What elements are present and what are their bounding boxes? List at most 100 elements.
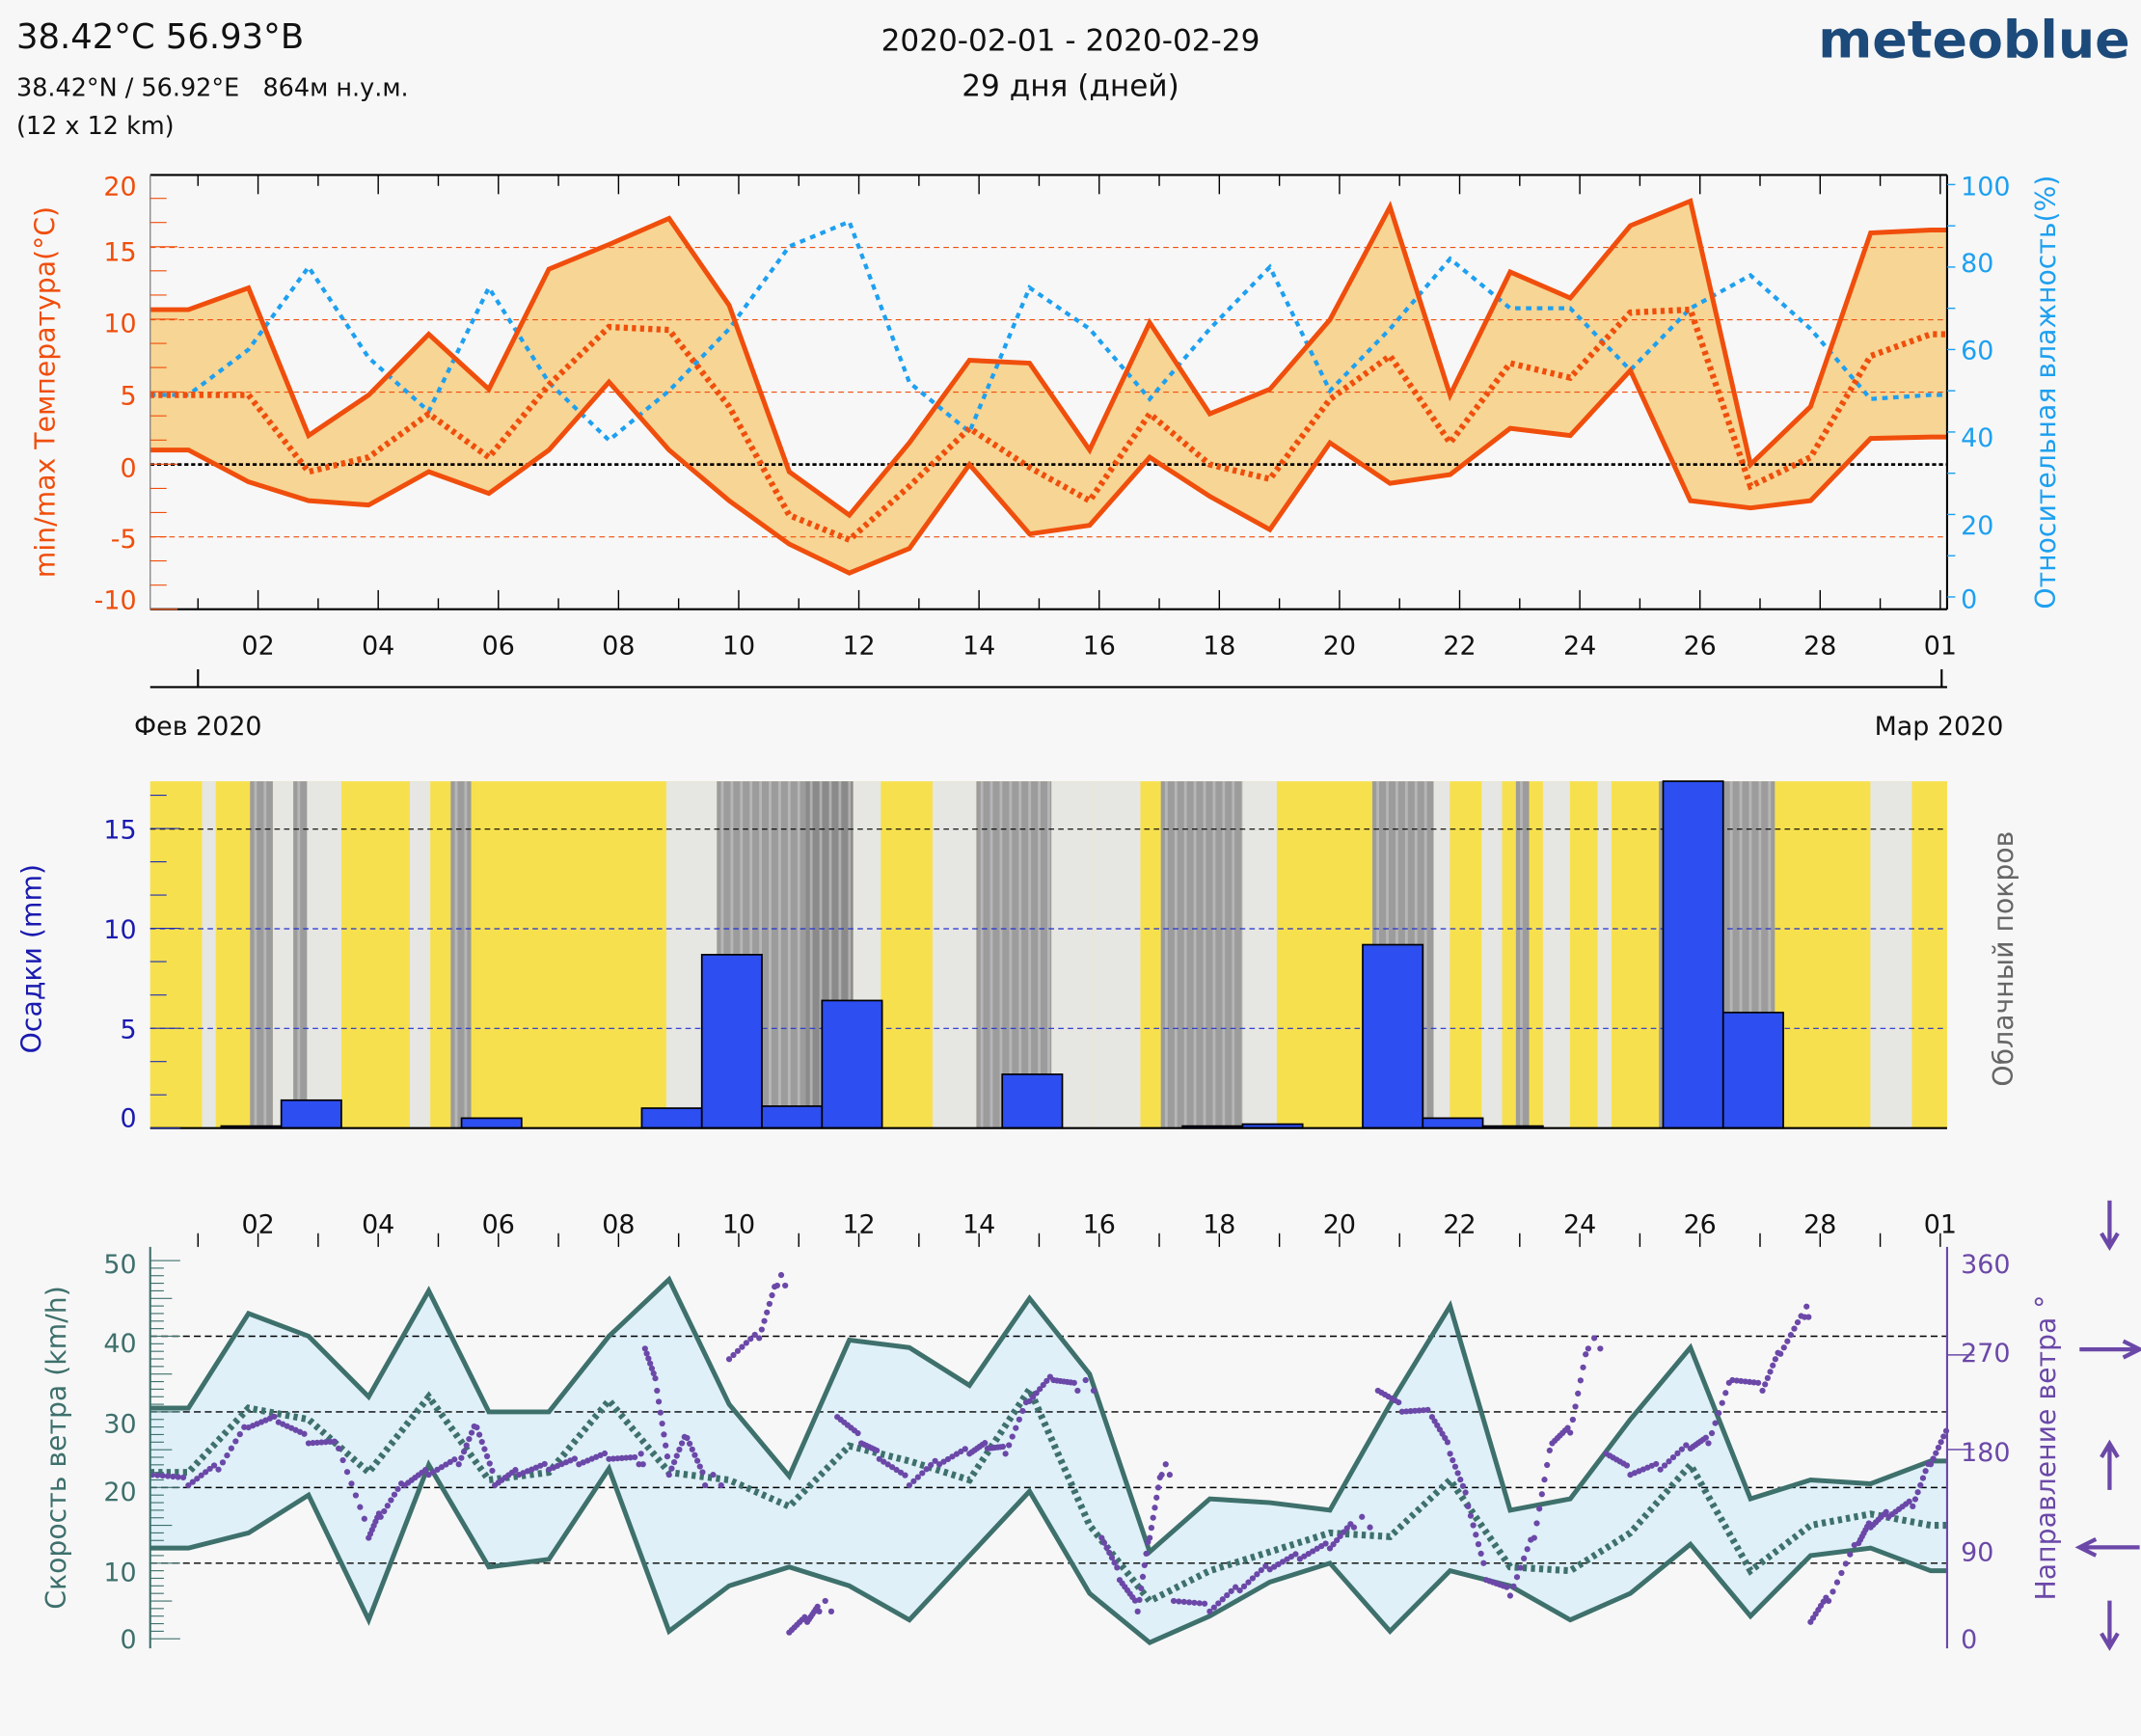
max-wind-line bbox=[149, 1275, 1947, 1557]
direction-point bbox=[1772, 1356, 1778, 1363]
cloud-stripe bbox=[1729, 781, 1733, 1128]
direction-point bbox=[1475, 1540, 1482, 1548]
north-wind-arrow-icon bbox=[2100, 1600, 2120, 1651]
direction-point bbox=[1842, 1560, 1849, 1567]
direction-point bbox=[1201, 1600, 1208, 1607]
cloud-cover-segment bbox=[1242, 781, 1277, 1128]
direction-point bbox=[1196, 1600, 1203, 1607]
direction-point bbox=[1722, 1390, 1729, 1397]
direction-point bbox=[1666, 1458, 1672, 1465]
direction-point bbox=[1100, 1539, 1108, 1546]
direction-point bbox=[1416, 1407, 1423, 1414]
x-tick-label: 02 bbox=[241, 1210, 274, 1240]
direction-point bbox=[1465, 1503, 1472, 1509]
direction-point bbox=[643, 1350, 650, 1357]
direction-point bbox=[1833, 1579, 1841, 1586]
direction-point bbox=[1166, 1472, 1173, 1478]
direction-point bbox=[322, 1439, 329, 1446]
direction-point bbox=[654, 1387, 661, 1395]
cloud-cover-segment bbox=[1542, 781, 1570, 1128]
direction-point bbox=[814, 1603, 821, 1611]
direction-point bbox=[1141, 1561, 1148, 1569]
direction-point bbox=[637, 1451, 644, 1457]
direction-point bbox=[463, 1442, 470, 1449]
direction-point bbox=[1669, 1453, 1677, 1461]
direction-point bbox=[1114, 1564, 1121, 1571]
south-wind-arrow-icon bbox=[2100, 1439, 2120, 1490]
cloud-cover-segment bbox=[1597, 781, 1612, 1128]
direction-point bbox=[1143, 1550, 1150, 1558]
direction-point bbox=[1847, 1551, 1854, 1558]
cloud-cover-segment bbox=[1481, 781, 1503, 1128]
cloud-stripe bbox=[1038, 781, 1041, 1128]
direction-point bbox=[1470, 1522, 1477, 1529]
direction-point bbox=[154, 1472, 161, 1478]
y2-axis-title: Облачный покров bbox=[1988, 831, 2019, 1087]
direction-point bbox=[1292, 1551, 1299, 1558]
x-tick-label: 18 bbox=[1203, 631, 1235, 661]
direction-point bbox=[1657, 1466, 1664, 1473]
direction-point bbox=[224, 1451, 230, 1459]
direction-point bbox=[1398, 1408, 1405, 1415]
direction-point bbox=[1108, 1555, 1116, 1561]
direction-point bbox=[1910, 1503, 1916, 1509]
direction-point bbox=[827, 1608, 835, 1614]
direction-point bbox=[1803, 1303, 1810, 1310]
direction-point bbox=[822, 1597, 828, 1605]
y-tick-label: 20 bbox=[103, 173, 136, 203]
x-tick-label: 04 bbox=[362, 631, 394, 661]
direction-point bbox=[460, 1449, 468, 1455]
direction-point bbox=[1134, 1608, 1141, 1614]
direction-point bbox=[377, 1513, 384, 1520]
direction-point bbox=[175, 1474, 181, 1480]
direction-point bbox=[647, 1360, 654, 1367]
direction-point bbox=[1343, 1525, 1350, 1532]
direction-point bbox=[601, 1450, 609, 1457]
precip-bar bbox=[1662, 780, 1724, 1129]
direction-point bbox=[1330, 1541, 1337, 1548]
cloud-stripe bbox=[1232, 781, 1235, 1128]
direction-point bbox=[301, 1430, 308, 1437]
direction-point bbox=[756, 1335, 763, 1342]
direction-point bbox=[1930, 1455, 1937, 1462]
direction-point bbox=[1019, 1407, 1026, 1415]
precip-bar bbox=[761, 1105, 824, 1129]
direction-point bbox=[1334, 1536, 1341, 1544]
direction-point bbox=[1185, 1599, 1193, 1606]
cloud-cover-segment bbox=[1051, 781, 1093, 1128]
direction-point bbox=[1162, 1461, 1169, 1468]
cloud-stripe bbox=[1183, 781, 1187, 1128]
direction-point bbox=[210, 1462, 218, 1469]
direction-point bbox=[725, 1356, 733, 1363]
direction-point bbox=[1674, 1450, 1681, 1457]
direction-point bbox=[689, 1446, 695, 1452]
direction-point bbox=[1829, 1588, 1836, 1595]
direction-point bbox=[1683, 1442, 1690, 1449]
direction-point bbox=[189, 1478, 196, 1485]
direction-point bbox=[1917, 1481, 1924, 1489]
direction-point bbox=[1322, 1540, 1329, 1547]
y2-tick-label: 40 bbox=[1961, 423, 1993, 453]
direction-point bbox=[1224, 1591, 1231, 1599]
direction-point bbox=[610, 1455, 617, 1462]
direction-point bbox=[1451, 1463, 1459, 1470]
y-tick-label: 5 bbox=[120, 1015, 136, 1044]
direction-point bbox=[1521, 1555, 1528, 1562]
direction-point bbox=[228, 1445, 234, 1451]
direction-point bbox=[1940, 1433, 1947, 1440]
direction-point bbox=[1459, 1482, 1467, 1489]
direction-point bbox=[352, 1492, 360, 1499]
cloud-cover-segment bbox=[1433, 781, 1450, 1128]
direction-point bbox=[203, 1469, 209, 1476]
direction-point bbox=[1148, 1525, 1155, 1532]
direction-point bbox=[1784, 1338, 1791, 1344]
direction-point bbox=[1911, 1496, 1919, 1503]
direction-point bbox=[884, 1461, 891, 1468]
y-tick-label: 15 bbox=[103, 238, 136, 268]
meteoblue-logo[interactable]: meteoblue bbox=[1818, 10, 2129, 70]
temperature-panel: 20 15 10 5 0 -5 -10 100 80 60 40 20 0 min/max Темпера… bbox=[30, 173, 2062, 742]
direction-point bbox=[336, 1445, 342, 1452]
direction-point bbox=[1026, 1397, 1033, 1404]
direction-point bbox=[747, 1336, 754, 1343]
x-tick-label: 14 bbox=[962, 1210, 995, 1240]
